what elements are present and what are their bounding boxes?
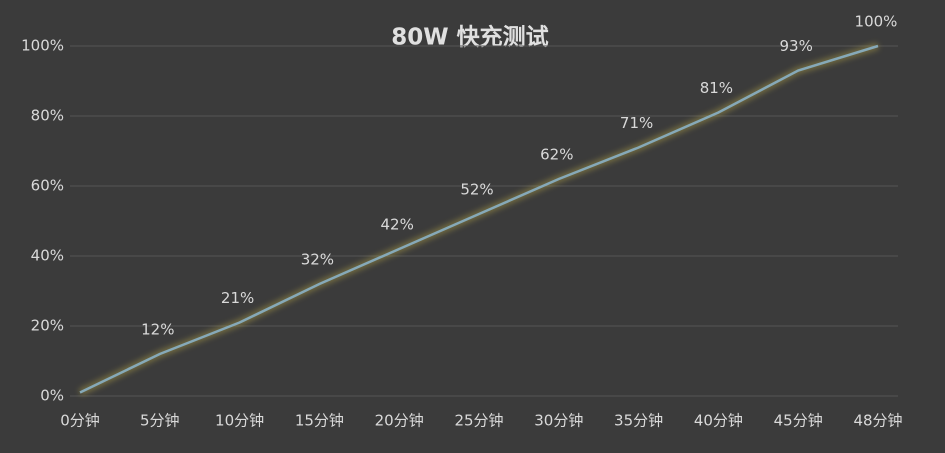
x-tick-label: 0分钟 xyxy=(60,412,100,430)
data-label: 93% xyxy=(780,37,813,55)
data-label: 100% xyxy=(855,13,898,31)
x-tick-label: 20分钟 xyxy=(375,412,424,430)
data-label: 52% xyxy=(460,181,493,199)
x-tick-label: 35分钟 xyxy=(614,412,663,430)
y-tick-label: 20% xyxy=(31,317,64,335)
x-tick-label: 48分钟 xyxy=(853,412,902,430)
data-label: 62% xyxy=(540,146,573,164)
data-label: 81% xyxy=(700,79,733,97)
data-label: 12% xyxy=(141,321,174,339)
x-tick-label: 5分钟 xyxy=(140,412,180,430)
line xyxy=(79,44,879,394)
x-tick-label: 10分钟 xyxy=(215,412,264,430)
y-tick-label: 100% xyxy=(21,37,64,55)
x-tick-label: 25分钟 xyxy=(454,412,503,430)
y-tick-label: 80% xyxy=(31,107,64,125)
data-label: 21% xyxy=(221,289,254,307)
data-label: 32% xyxy=(301,251,334,269)
y-tick-label: 40% xyxy=(31,247,64,265)
x-tick-label: 45分钟 xyxy=(774,412,823,430)
y-tick-label: 0% xyxy=(40,387,64,405)
data-label: 42% xyxy=(381,216,414,234)
data-label: 71% xyxy=(620,114,653,132)
x-tick-label: 40分钟 xyxy=(694,412,743,430)
x-tick-label: 15分钟 xyxy=(295,412,344,430)
y-tick-label: 60% xyxy=(31,177,64,195)
x-tick-label: 30分钟 xyxy=(534,412,583,430)
